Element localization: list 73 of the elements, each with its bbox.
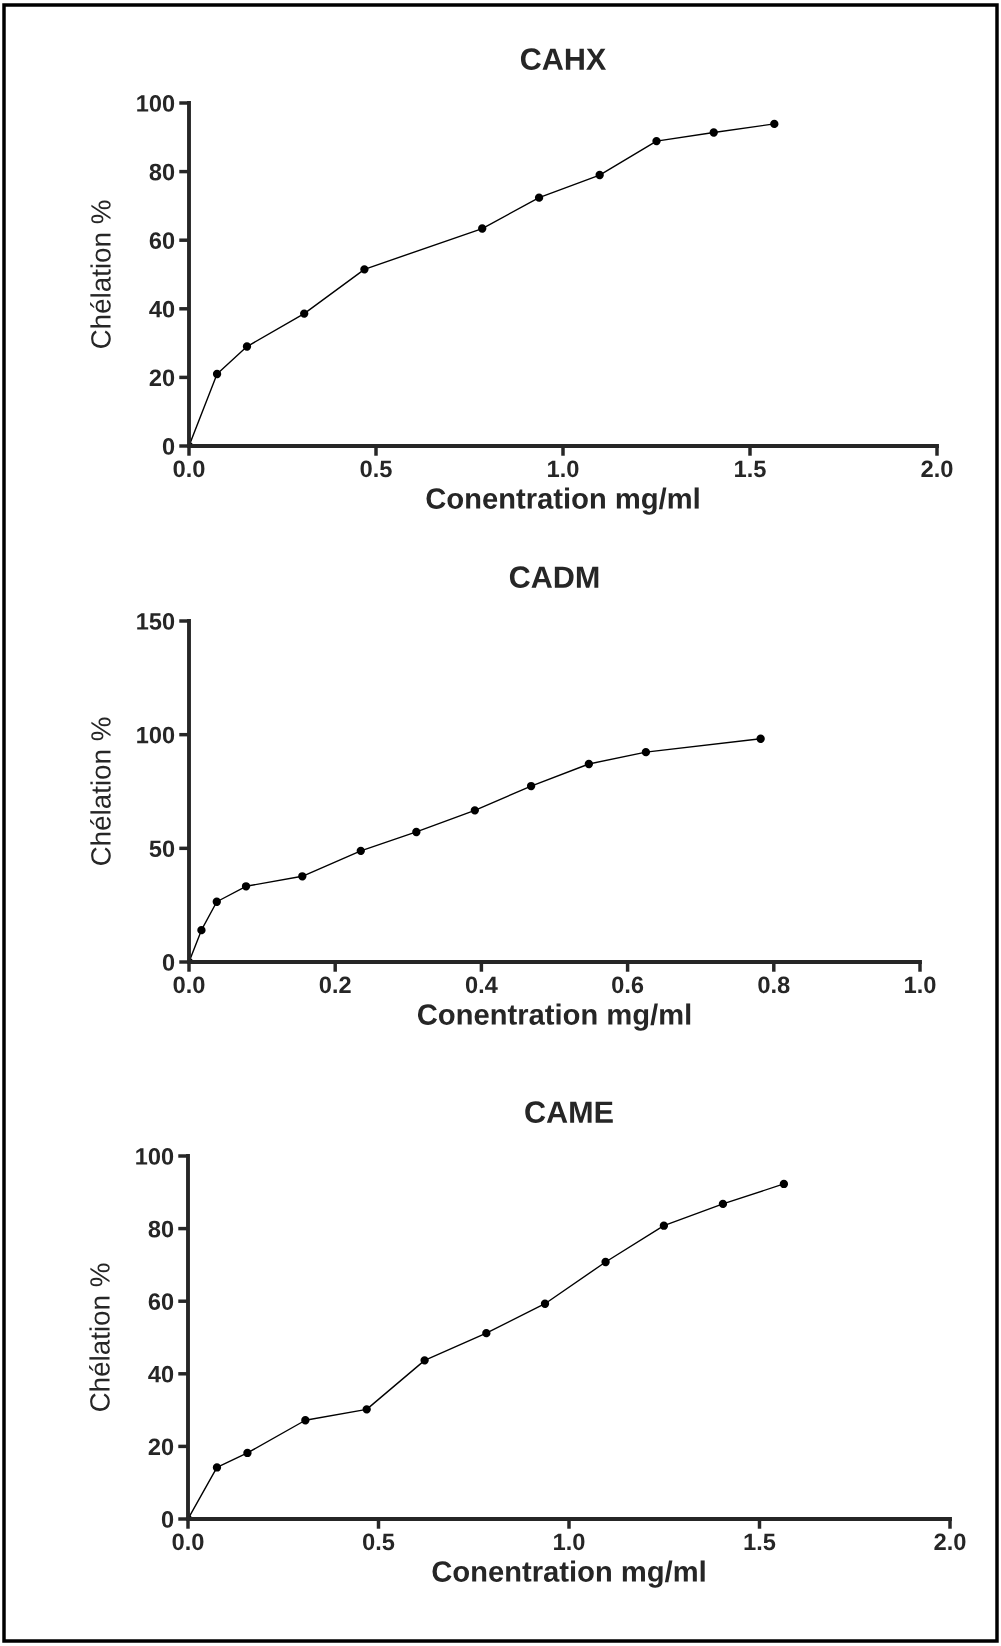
- y-axis-title: Chélation %: [89, 1263, 110, 1411]
- x-tick-label: 0.2: [319, 976, 351, 994]
- x-tick-label: 1.0: [905, 976, 936, 994]
- x-axis-title: Conentration mg/ml: [432, 1560, 705, 1588]
- y-axis-title: Chélation %: [90, 717, 111, 865]
- x-tick-label: 1.5: [744, 1533, 776, 1551]
- y-tick-label: 100: [137, 726, 175, 744]
- chart-title: CAHX: [520, 48, 607, 70]
- x-axis-title: Conentration mg/ml: [426, 487, 699, 515]
- y-tick-label: 60: [149, 232, 175, 249]
- chart-title: CAME: [525, 1101, 613, 1123]
- point: [412, 827, 421, 837]
- point: [540, 1299, 550, 1308]
- x-tick-label: 1.5: [735, 460, 766, 478]
- point: [301, 1416, 310, 1425]
- y-tick-label: 50: [149, 840, 175, 858]
- point: [641, 748, 651, 757]
- point: [756, 734, 765, 743]
- y-tick-label: 150: [137, 613, 175, 630]
- point: [478, 224, 487, 233]
- x-axis-title: Conentration mg/ml: [417, 1003, 691, 1031]
- y-tick-label: 80: [148, 1220, 174, 1238]
- point: [584, 759, 594, 769]
- point: [595, 170, 604, 180]
- y-tick-label: 0: [161, 1511, 174, 1528]
- y-axis-title: Chélation %: [90, 200, 111, 348]
- point: [197, 926, 206, 935]
- x-tick-label: 0.6: [612, 976, 644, 994]
- x-tick-label: 2.0: [921, 460, 953, 478]
- y-tick-label: 40: [149, 300, 175, 318]
- point: [212, 369, 222, 379]
- point: [241, 882, 251, 891]
- point: [718, 1199, 728, 1209]
- point: [298, 872, 307, 881]
- x-tick-label: 0.0: [173, 976, 205, 994]
- x-tick-label: 0.5: [363, 1533, 395, 1551]
- point: [770, 119, 779, 129]
- y-tick-label: 60: [148, 1293, 174, 1310]
- x-tick-label: 0.0: [173, 460, 205, 478]
- point: [482, 1328, 491, 1338]
- point: [709, 128, 718, 137]
- x-tick-label: 0.4: [465, 976, 498, 994]
- point: [470, 806, 479, 815]
- x-tick-label: 0.5: [360, 460, 392, 478]
- y-tick-label: 40: [148, 1365, 174, 1383]
- x-tick-label: 0.8: [758, 976, 790, 994]
- y-tick-label: 20: [149, 369, 175, 387]
- y-tick-label: 0: [162, 954, 175, 971]
- point: [362, 1405, 371, 1414]
- y-tick-label: 100: [136, 1148, 174, 1165]
- point: [659, 1221, 669, 1230]
- point: [652, 136, 661, 146]
- y-tick-label: 80: [149, 163, 175, 181]
- x-tick-label: 0.0: [172, 1533, 204, 1551]
- chart-title: CADM: [509, 566, 599, 588]
- x-tick-label: 1.0: [548, 460, 579, 478]
- x-tick-label: 1.0: [554, 1533, 585, 1551]
- point: [360, 265, 369, 274]
- x-tick-label: 2.0: [934, 1533, 966, 1551]
- point: [779, 1179, 789, 1189]
- y-tick-label: 0: [162, 438, 175, 455]
- point: [242, 342, 252, 351]
- point: [212, 897, 221, 906]
- point: [212, 1463, 222, 1472]
- y-tick-label: 20: [148, 1438, 174, 1456]
- point: [526, 781, 536, 791]
- point: [534, 193, 544, 202]
- point: [243, 1448, 252, 1458]
- point: [356, 846, 365, 855]
- point: [601, 1257, 610, 1267]
- point: [420, 1356, 429, 1365]
- point: [300, 309, 309, 318]
- y-tick-label: 100: [137, 95, 175, 112]
